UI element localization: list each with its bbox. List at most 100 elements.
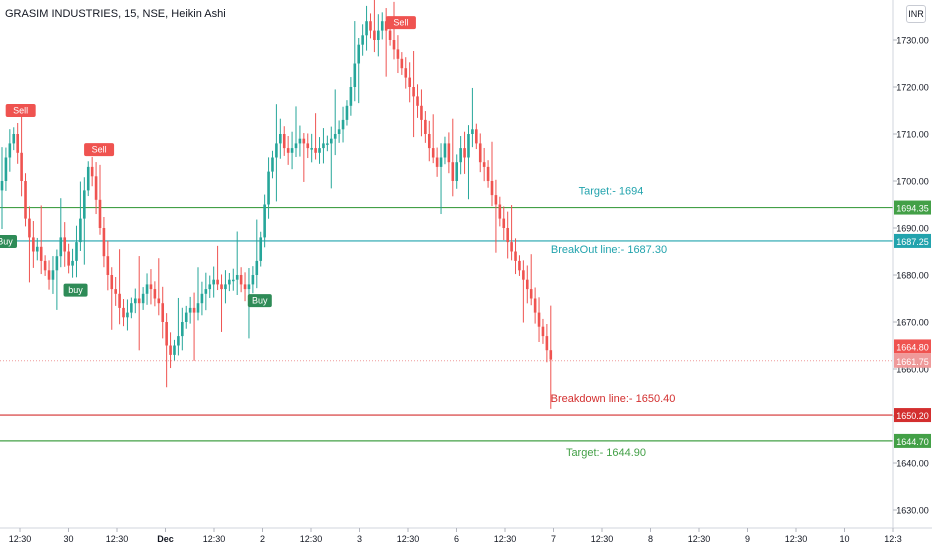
candle-body-52	[204, 289, 208, 294]
candle-body-36	[141, 293, 145, 304]
candle-body-84	[329, 138, 333, 144]
y-tick-label-7: 1660.00	[896, 365, 929, 375]
hline-price-tag-2	[894, 408, 931, 423]
x-tick-label-4: 12:30	[203, 534, 226, 544]
x-tick-label-15: 9	[745, 534, 750, 544]
price-axis[interactable]: 1730.00 1720.00 1710.00 1700.00 1690.00 1680.…	[892, 0, 929, 528]
y-tick-label-6: 1670.00	[896, 318, 929, 328]
signal-label-2	[63, 283, 88, 297]
candle-body-97	[380, 21, 384, 31]
candle-body-78	[306, 143, 310, 149]
hline-price-tag-text-3: 1644.70	[896, 437, 929, 447]
time-axis[interactable]: 12:30 30 12:30 Dec 12:30 2 12:30 3 12:30 6 12:30 7 1…	[0, 527, 932, 544]
candle-body-70	[275, 143, 278, 158]
horizontal-lines-layer: Target:- 1694 BreakOut line:- 1687.30 Brea…	[0, 186, 893, 459]
candle-body-123	[482, 162, 486, 167]
candle-body-25	[98, 199, 102, 228]
candle-body-18	[71, 260, 74, 266]
candle-body-31	[122, 307, 125, 318]
candle-body-119	[467, 134, 470, 158]
candle-body-128	[502, 218, 506, 228]
y-tick-label-9: 1640.00	[896, 459, 929, 469]
candle-body-27	[106, 256, 110, 275]
candle-body-132	[518, 260, 521, 271]
candle-body-37	[145, 284, 149, 294]
hline-price-tag-1	[894, 233, 931, 248]
signals-layer: Sell Buy buy Sell Buy Sell	[0, 16, 416, 308]
x-tick-label-17: 10	[839, 534, 849, 544]
candle-body-117	[459, 148, 462, 163]
candle-body-124	[486, 166, 490, 181]
price-tag-1	[894, 353, 931, 368]
candle-body-16	[63, 237, 67, 252]
candle-body-133	[522, 270, 525, 280]
candle-body-139	[545, 336, 549, 351]
candle-body-66	[259, 237, 263, 261]
candle-body-21	[83, 190, 86, 219]
candle-body-80	[314, 148, 317, 153]
candle-body-130	[510, 242, 513, 252]
candle-body-79	[310, 148, 313, 150]
candle-body-101	[396, 49, 400, 59]
candle-body-118	[463, 148, 466, 158]
price-tag-0	[894, 339, 931, 354]
candle-body-42	[165, 322, 168, 346]
candle-body-112	[439, 157, 443, 167]
candle-body-120	[471, 129, 474, 134]
candle-body-71	[279, 134, 282, 144]
candle-body-116	[455, 162, 459, 181]
candle-body-53	[208, 284, 212, 290]
candle-body-87	[341, 119, 345, 130]
x-tick-label-12: 12:30	[591, 534, 614, 544]
candle-body-94	[369, 21, 372, 31]
candle-body-108	[424, 119, 427, 134]
candle-body-19	[75, 242, 78, 261]
candle-body-88	[345, 105, 349, 120]
candle-body-122	[478, 143, 482, 163]
candle-body-24	[94, 176, 98, 200]
y-tick-label-1: 1720.00	[896, 83, 929, 93]
x-tick-label-1: 30	[63, 534, 73, 544]
candles-layer	[0, 0, 553, 409]
hline-price-tag-text-2: 1650.20	[896, 411, 929, 421]
candle-body-9	[35, 246, 39, 252]
x-tick-label-7: 3	[357, 534, 362, 544]
candle-body-91	[357, 44, 361, 64]
signal-text-3: Sell	[92, 145, 107, 155]
candle-body-30	[118, 293, 121, 308]
candle-body-107	[420, 105, 423, 120]
candle-body-138	[541, 326, 545, 337]
candle-body-106	[416, 96, 419, 106]
candle-body-82	[322, 143, 325, 149]
x-tick-label-5: 2	[260, 534, 265, 544]
candle-body-137	[537, 312, 541, 327]
candle-body-127	[498, 204, 502, 219]
candle-body-44	[173, 345, 176, 355]
x-tick-label-8: 12:30	[397, 534, 420, 544]
candle-body-59	[231, 279, 235, 282]
candle-body-7	[28, 218, 31, 238]
currency-button[interactable]: INR	[906, 5, 926, 23]
candle-body-68	[267, 171, 270, 205]
candle-body-58	[228, 279, 231, 285]
signal-label-0	[5, 103, 36, 117]
x-tick-label-6: 12:30	[300, 534, 323, 544]
candle-body-0	[0, 181, 4, 191]
signal-text-2: buy	[68, 285, 83, 295]
y-tick-label-4: 1690.00	[896, 224, 929, 234]
candle-body-75	[294, 143, 298, 149]
candle-body-100	[392, 40, 396, 50]
candle-body-121	[475, 129, 478, 144]
candle-body-40	[157, 298, 161, 304]
candle-body-61	[239, 275, 243, 285]
candle-body-4	[16, 134, 19, 153]
candle-body-47	[184, 312, 188, 322]
candle-body-95	[373, 30, 376, 40]
candle-body-11	[43, 260, 47, 271]
candle-body-26	[102, 228, 106, 257]
candle-body-20	[79, 218, 82, 243]
candle-body-73	[286, 148, 290, 153]
chart-title: GRASIM INDUSTRIES, 15, NSE, Heikin Ashi	[5, 8, 226, 20]
candle-body-23	[90, 166, 94, 177]
